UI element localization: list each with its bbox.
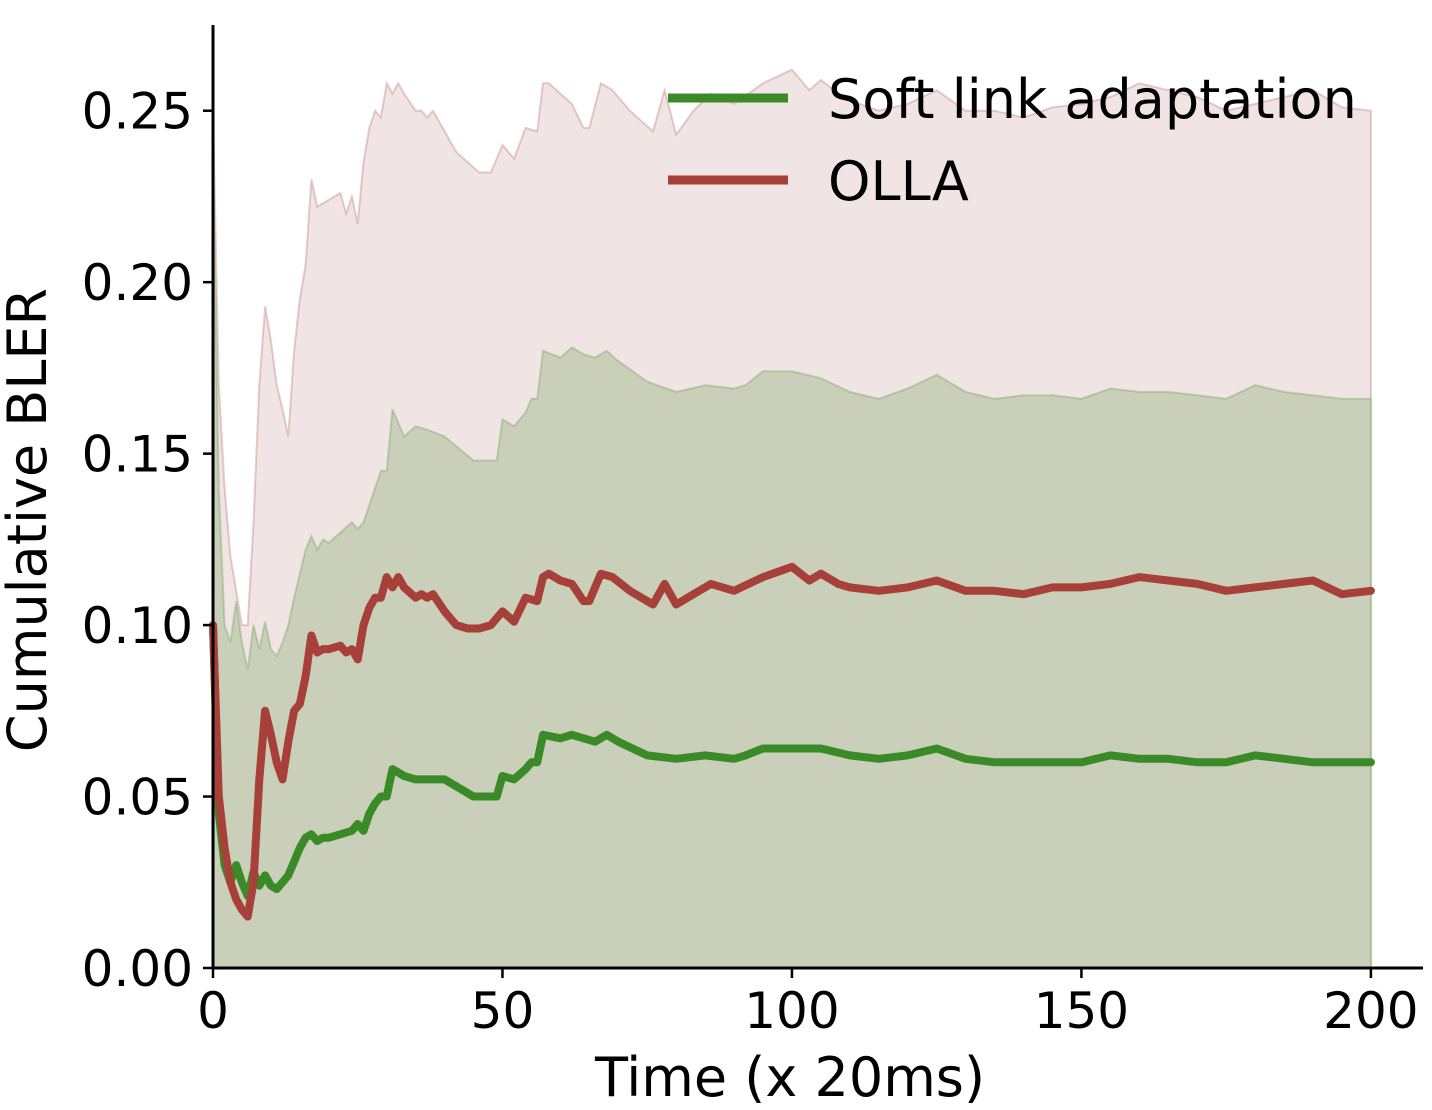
legend: Soft link adaptation OLLA: [668, 68, 1357, 213]
legend-label-soft-link-adaptation: Soft link adaptation: [828, 68, 1357, 131]
y-tick-label: 0.10: [82, 597, 193, 655]
line-olla: [209, 562, 1375, 921]
x-tick-label: 0: [197, 982, 229, 1040]
y-tick-label: 0.15: [82, 426, 193, 484]
y-axis-title: Cumulative BLER: [0, 288, 59, 752]
x-tick-label: 150: [1034, 982, 1129, 1040]
y-tick-label: 0.20: [82, 254, 193, 312]
x-tick-label: 200: [1323, 982, 1418, 1040]
confidence-bands: [212, 68, 1372, 969]
x-tick-label: 50: [471, 982, 535, 1040]
x-axis-title: Time (x 20ms): [594, 1046, 985, 1109]
series-lines: [209, 562, 1375, 921]
legend-label-olla: OLLA: [828, 150, 969, 213]
x-tick-label: 100: [744, 982, 839, 1040]
y-tick-label: 0.05: [82, 769, 193, 827]
y-tick-label: 0.25: [82, 83, 193, 141]
x-axis-ticks: 0 50 100 150 200: [197, 968, 1419, 1040]
axes: [211, 25, 1423, 970]
line-soft-link-adaptation: [209, 621, 1375, 900]
y-tick-label: 0.00: [82, 940, 193, 998]
y-axis-ticks: 0.00 0.05 0.10 0.15 0.20 0.25: [82, 83, 213, 998]
